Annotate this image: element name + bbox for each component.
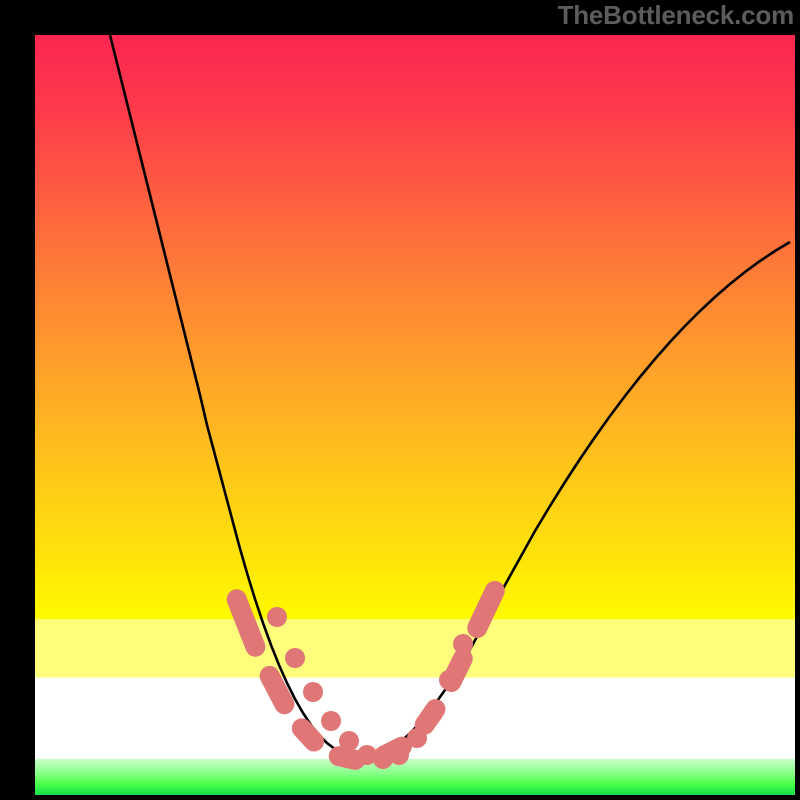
markers-layer	[35, 35, 795, 795]
marker-dot	[389, 745, 409, 765]
plot-frame	[35, 35, 795, 795]
marker-pill	[224, 586, 269, 659]
marker-dot	[339, 731, 359, 751]
marker-dot	[303, 682, 323, 702]
marker-dot	[407, 728, 427, 748]
marker-dot	[285, 648, 305, 668]
marker-pill	[464, 578, 508, 642]
marker-dot	[321, 711, 341, 731]
chart-stage: TheBottleneck.com	[0, 0, 800, 800]
watermark-label: TheBottleneck.com	[558, 0, 794, 31]
marker-dot	[267, 607, 287, 627]
marker-pill	[256, 662, 298, 717]
marker-dot	[439, 670, 459, 690]
marker-dot	[453, 634, 473, 654]
marker-dot	[423, 703, 443, 723]
